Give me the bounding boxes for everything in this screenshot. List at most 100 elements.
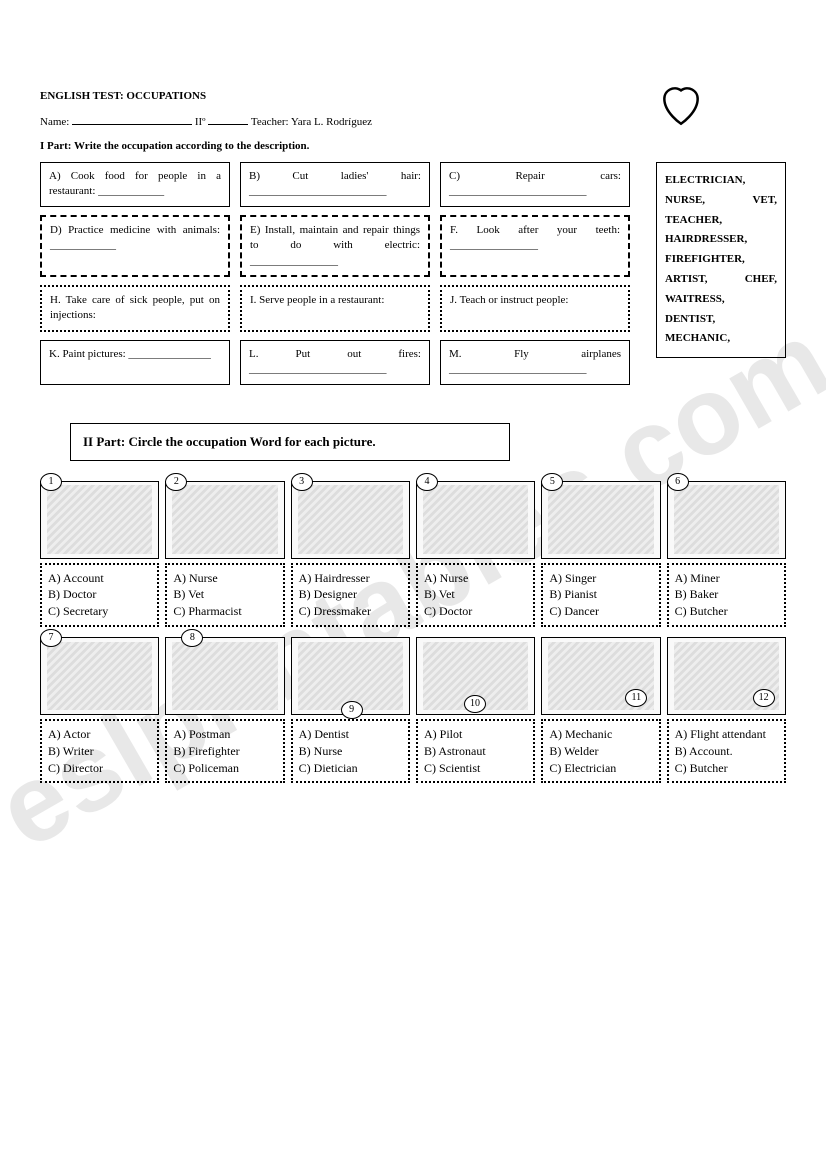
box-l: L. Put out fires: ______________________… [240, 340, 430, 385]
part1-section: A) Cook food for people in a restaurant:… [40, 162, 786, 393]
option-a: A) Dentist [299, 726, 402, 743]
box-b: B) Cut ladies' hair: ___________________… [240, 162, 430, 207]
options-box: A) Mechanic B) Welder C) Electrician [541, 719, 660, 783]
box-d: D) Practice medicine with animals: _____… [40, 215, 230, 277]
box-f: F. Look after your teeth: ______________… [440, 215, 630, 277]
box-h: H. Take care of sick people, put on inje… [40, 285, 230, 332]
pic-item-9: 9 A) Dentist B) Nurse C) Dietician [291, 637, 410, 783]
option-a: A) Mechanic [549, 726, 652, 743]
picture-box [541, 481, 660, 559]
pic-item-12: 12 A) Flight attendant B) Account. C) Bu… [667, 637, 786, 783]
option-a: A) Nurse [424, 570, 527, 587]
option-b: B) Vet [424, 586, 527, 603]
option-a: A) Postman [173, 726, 276, 743]
option-c: C) Dietician [299, 760, 402, 777]
options-box: A) Singer B) Pianist C) Dancer [541, 563, 660, 627]
pic-item-6: 6 A) Miner B) Baker C) Butcher [667, 481, 786, 627]
option-b: B) Nurse [299, 743, 402, 760]
option-c: C) Butcher [675, 603, 778, 620]
box-c: C) Repair cars: ________________________… [440, 162, 630, 207]
option-b: B) Astronaut [424, 743, 527, 760]
pic-item-5: 5 A) Singer B) Pianist C) Dancer [541, 481, 660, 627]
option-a: A) Pilot [424, 726, 527, 743]
option-a: A) Hairdresser [299, 570, 402, 587]
number-badge: 10 [464, 695, 486, 713]
option-c: C) Doctor [424, 603, 527, 620]
heart-icon [656, 80, 706, 130]
box-m: M. Fly airplanes _______________________… [440, 340, 630, 385]
option-c: C) Butcher [675, 760, 778, 777]
options-box: A) Nurse B) Vet C) Pharmacist [165, 563, 284, 627]
number-badge: 5 [541, 473, 563, 491]
option-b: B) Welder [549, 743, 652, 760]
option-b: B) Pianist [549, 586, 652, 603]
grade-label: IIº [195, 116, 206, 128]
options-box: A) Miner B) Baker C) Butcher [667, 563, 786, 627]
number-badge: 7 [40, 629, 62, 647]
box-e: E) Install, maintain and repair things t… [240, 215, 430, 277]
pictures-row-2: 7 A) Actor B) Writer C) Director 8 A) Po… [40, 637, 786, 783]
number-badge: 3 [291, 473, 313, 491]
worksheet-title: ENGLISH TEST: OCCUPATIONS [40, 90, 656, 102]
pic-item-7: 7 A) Actor B) Writer C) Director [40, 637, 159, 783]
pic-item-11: 11 A) Mechanic B) Welder C) Electrician [541, 637, 660, 783]
picture-box [165, 637, 284, 715]
option-b: B) Account. [675, 743, 778, 760]
pic-item-3: 3 A) Hairdresser B) Designer C) Dressmak… [291, 481, 410, 627]
teacher-label: Teacher: Yara L. Rodríguez [251, 116, 372, 128]
options-box: A) Nurse B) Vet C) Doctor [416, 563, 535, 627]
number-badge: 1 [40, 473, 62, 491]
number-badge: 6 [667, 473, 689, 491]
option-c: C) Dressmaker [299, 603, 402, 620]
options-box: A) Flight attendant B) Account. C) Butch… [667, 719, 786, 783]
pic-item-2: 2 A) Nurse B) Vet C) Pharmacist [165, 481, 284, 627]
options-box: A) Account B) Doctor C) Secretary [40, 563, 159, 627]
picture-box [291, 481, 410, 559]
option-a: A) Actor [48, 726, 151, 743]
option-a: A) Account [48, 570, 151, 587]
option-b: B) Firefighter [173, 743, 276, 760]
option-b: B) Baker [675, 586, 778, 603]
picture-box [40, 481, 159, 559]
box-k: K. Paint pictures: _______________ [40, 340, 230, 385]
option-b: B) Designer [299, 586, 402, 603]
option-c: C) Electrician [549, 760, 652, 777]
option-b: B) Vet [173, 586, 276, 603]
box-j: J. Teach or instruct people: [440, 285, 630, 332]
option-b: B) Writer [48, 743, 151, 760]
picture-box [40, 637, 159, 715]
number-badge: 4 [416, 473, 438, 491]
part2-heading: II Part: Circle the occupation Word for … [70, 423, 510, 461]
number-badge: 12 [753, 689, 775, 707]
option-a: A) Singer [549, 570, 652, 587]
option-a: A) Miner [675, 570, 778, 587]
pictures-row-1: 1 A) Account B) Doctor C) Secretary 2 A)… [40, 481, 786, 627]
options-box: A) Postman B) Firefighter C) Policeman [165, 719, 284, 783]
wordbank-box: ELECTRICIAN, NURSE, VET, TEACHER, HAIRDR… [656, 162, 786, 358]
pic-item-4: 4 A) Nurse B) Vet C) Doctor [416, 481, 535, 627]
option-c: C) Director [48, 760, 151, 777]
box-a: A) Cook food for people in a restaurant:… [40, 162, 230, 207]
number-badge: 9 [341, 701, 363, 719]
option-b: B) Doctor [48, 586, 151, 603]
option-c: C) Policeman [173, 760, 276, 777]
option-a: A) Flight attendant [675, 726, 778, 743]
box-i: I. Serve people in a restaurant: [240, 285, 430, 332]
name-line: Name: IIº Teacher: Yara L. Rodríguez [40, 116, 656, 128]
option-c: C) Pharmacist [173, 603, 276, 620]
options-box: A) Pilot B) Astronaut C) Scientist [416, 719, 535, 783]
pic-item-10: 10 A) Pilot B) Astronaut C) Scientist [416, 637, 535, 783]
name-label: Name: [40, 116, 69, 128]
option-c: C) Dancer [549, 603, 652, 620]
pic-item-8: 8 A) Postman B) Firefighter C) Policeman [165, 637, 284, 783]
option-c: C) Secretary [48, 603, 151, 620]
picture-box [667, 481, 786, 559]
options-box: A) Actor B) Writer C) Director [40, 719, 159, 783]
option-c: C) Scientist [424, 760, 527, 777]
option-a: A) Nurse [173, 570, 276, 587]
options-box: A) Hairdresser B) Designer C) Dressmaker [291, 563, 410, 627]
worksheet-content: ENGLISH TEST: OCCUPATIONS Name: IIº Teac… [40, 90, 786, 783]
number-badge: 2 [165, 473, 187, 491]
picture-box [416, 481, 535, 559]
options-box: A) Dentist B) Nurse C) Dietician [291, 719, 410, 783]
